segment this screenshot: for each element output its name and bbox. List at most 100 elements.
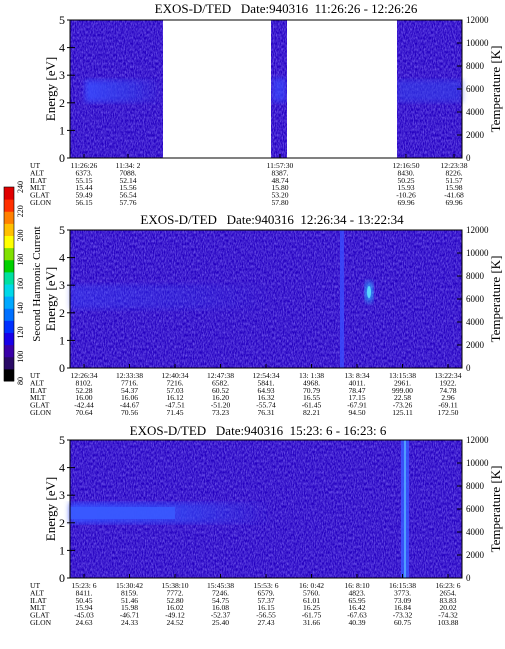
ephemeris-cell: 11:57:30 [267, 161, 294, 170]
panel-2-energy-ticks: 0 1 2 3 4 5 [59, 223, 75, 375]
ephemeris-cell: 16.42 [348, 603, 365, 612]
ephemeris-cell: 13: 8:34 [344, 371, 369, 380]
panel-1-title: EXOS-D/TED Date:940316 11:26:26 - 12:26:… [155, 1, 418, 16]
ephemeris-row-label: ALT [30, 588, 44, 597]
panel-1-enhancement-band [85, 80, 163, 102]
ephemeris-row-label: GLON [30, 408, 52, 417]
ephemeris-cell: 65.95 [348, 596, 365, 605]
ephemeris-cell: 82.21 [303, 408, 320, 417]
temperature-tick-label: 10000 [466, 248, 489, 258]
ephemeris-cell: 24.63 [75, 618, 92, 627]
colorbar-swatch [4, 368, 14, 382]
panel-3-energy-axis-label: Energy [eV] [43, 477, 58, 541]
temperature-tick-label: 8000 [466, 61, 485, 71]
ephemeris-row-label: GLON [30, 198, 52, 207]
ephemeris-cell: 8159. [121, 588, 138, 597]
ephemeris-cell: -51.20 [211, 401, 231, 410]
ephemeris-row-label: GLAT [30, 191, 50, 200]
ephemeris-cell: 15:38:10 [161, 581, 188, 590]
colorbar-tick-label: 200 [16, 230, 25, 242]
ephemeris-cell: 12:23:38 [440, 161, 467, 170]
energy-tick-label: 1 [59, 333, 65, 347]
ephemeris-cell: -61.75 [302, 611, 322, 620]
ephemeris-cell: 12:54:34 [252, 371, 279, 380]
ephemeris-cell: 55.15 [75, 176, 92, 185]
ephemeris-row-label: GLAT [30, 401, 50, 410]
colorbar-label: Second Harmonic Current [31, 226, 43, 341]
temperature-tick-label: 6000 [466, 294, 485, 304]
panel-1-data-gap-2 [287, 20, 397, 158]
colorbar-ticks: 80 100 120 140 160 180 200 220 240 [16, 181, 25, 385]
ephemeris-cell: 70.64 [75, 408, 92, 417]
temperature-tick-label: 10000 [466, 38, 489, 48]
energy-tick-label: 1 [59, 123, 65, 137]
ephemeris-cell: 52.80 [166, 596, 183, 605]
temperature-tick-label: 4000 [466, 317, 485, 327]
ephemeris-cell: -46.71 [120, 611, 140, 620]
temperature-tick-label: 10000 [466, 458, 489, 468]
ephemeris-row-label: UT [30, 581, 40, 590]
ephemeris-cell: 22.58 [394, 393, 411, 402]
panel-3-enhancement-core [70, 507, 175, 519]
ephemeris-cell: -67.91 [347, 401, 367, 410]
ephemeris-cell: 7246. [212, 588, 229, 597]
ephemeris-cell: 7216. [166, 378, 183, 387]
ephemeris-cell: 12:26:34 [70, 371, 97, 380]
colorbar-swatches [3, 186, 15, 382]
ephemeris-cell: 16.84 [394, 603, 411, 612]
ephemeris-cell: -10.26 [396, 191, 416, 200]
colorbar-swatch [4, 235, 14, 249]
ephemeris-cell: -55.74 [256, 401, 276, 410]
ephemeris-cell: 57.03 [166, 386, 183, 395]
energy-tick-label: 3 [59, 488, 65, 502]
ephemeris-cell: -69.11 [438, 401, 458, 410]
ephemeris-cell: 5760. [303, 588, 320, 597]
ephemeris-cell: 2654. [439, 588, 456, 597]
ephemeris-cell: 16: 8:10 [344, 581, 369, 590]
ephemeris-cell: 16.32 [257, 393, 274, 402]
ephemeris-cell: 16.00 [75, 393, 92, 402]
ephemeris-cell: 70.79 [303, 386, 320, 395]
ephemeris-cell: 15:23: 6 [71, 581, 96, 590]
ephemeris-cell: 56.15 [75, 198, 92, 207]
ephemeris-cell: -47.51 [165, 401, 185, 410]
ephemeris-cell: 11:26:26 [71, 161, 98, 170]
ephemeris-cell: 17.15 [348, 393, 365, 402]
panel-1-enhancement-band-right [397, 80, 462, 102]
ephemeris-cell: 16.15 [257, 603, 274, 612]
temperature-tick-label: 2000 [466, 340, 485, 350]
panel-2-temperature-axis-label: Temperature [K] [488, 256, 503, 343]
ephemeris-cell: 6373. [75, 168, 92, 177]
ephemeris-cell: 15:45:38 [207, 581, 234, 590]
ephemeris-cell: 20.02 [439, 603, 456, 612]
ephemeris-cell: -41.68 [444, 191, 464, 200]
ephemeris-cell: 57.76 [119, 198, 136, 207]
panel-2: EXOS-D/TED Date:940316 12:26:34 - 13:22:… [30, 212, 503, 417]
ephemeris-cell: 8387. [271, 168, 288, 177]
ephemeris-cell: 8226. [445, 168, 462, 177]
ephemeris-cell: 54.37 [121, 386, 138, 395]
ephemeris-cell: 12:47:38 [207, 371, 234, 380]
ephemeris-cell: 15.94 [75, 603, 92, 612]
ephemeris-cell: 16.02 [166, 603, 183, 612]
temperature-tick-label: 0 [466, 363, 471, 373]
ephemeris-cell: 15.93 [397, 183, 414, 192]
ephemeris-cell: 31.66 [303, 618, 320, 627]
ephemeris-cell: 73.09 [394, 596, 411, 605]
ephemeris-row-label: ALT [30, 378, 44, 387]
panel-1-energy-axis-label: Energy [eV] [43, 57, 58, 121]
ephemeris-cell: 8430. [397, 168, 414, 177]
ephemeris-cell: 15.98 [121, 603, 138, 612]
energy-tick-label: 4 [59, 251, 65, 265]
energy-tick-label: 2 [59, 96, 65, 110]
colorbar-swatch [4, 223, 14, 236]
ephemeris-cell: 51.57 [445, 176, 462, 185]
colorbar-swatch [4, 320, 14, 333]
panel-2-ephemeris-table: UTALTILATMLTGLATGLON12:26:348102.52.2816… [30, 364, 462, 417]
ephemeris-cell: 125.11 [392, 408, 413, 417]
ephemeris-cell: -45.03 [74, 611, 94, 620]
ephemeris-cell: 24.33 [121, 618, 138, 627]
ephemeris-cell: 52.14 [119, 176, 136, 185]
